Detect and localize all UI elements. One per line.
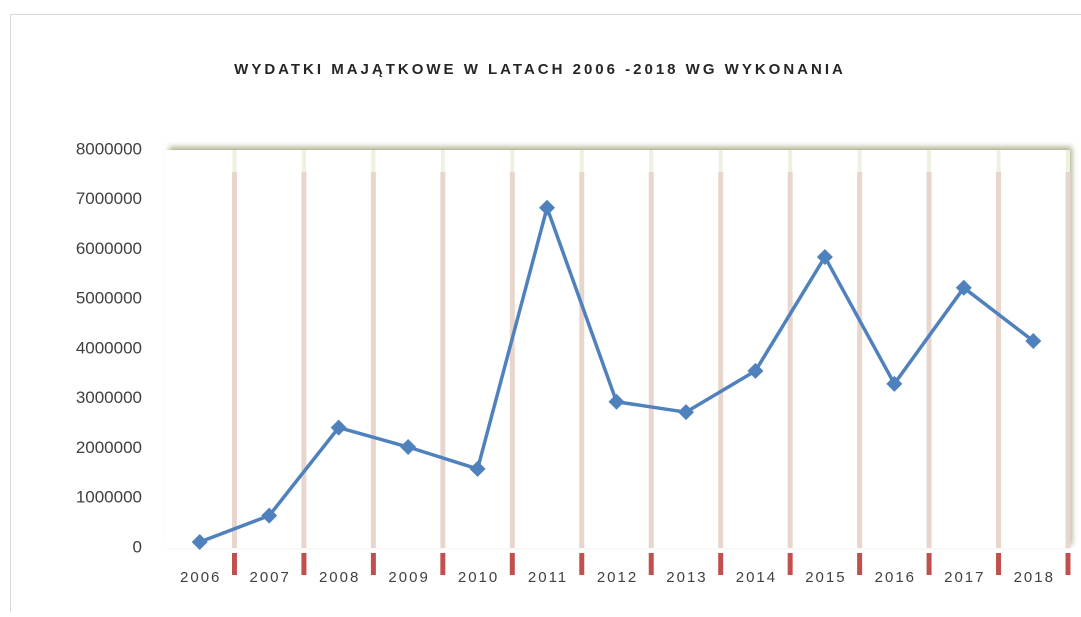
category-tick [927,553,932,575]
category-separator-top [927,150,931,172]
category-separator [1066,172,1071,548]
category-separator [788,172,793,548]
category-separator [579,172,584,548]
category-tick [788,553,793,575]
category-separator-top [302,150,306,172]
x-tick-label: 2015 [805,569,846,586]
y-tick-label: 0 [133,537,142,556]
category-tick [301,553,306,575]
x-tick-label: 2017 [944,569,985,586]
y-tick-label: 5000000 [76,289,142,308]
category-separator-top [1066,150,1070,172]
category-separator [371,172,376,548]
category-separator [440,172,445,548]
category-separator-top [649,150,653,172]
x-tick-label: 2014 [736,569,777,586]
category-separator [996,172,1001,548]
category-separator-top [441,150,445,172]
x-tick-label: 2006 [180,569,221,586]
category-separator [718,172,723,548]
category-tick [718,553,723,575]
category-separator-top [510,150,514,172]
category-tick [440,553,445,575]
category-separator [301,172,306,548]
category-separator-top [580,150,584,172]
y-tick-label: 2000000 [76,438,142,457]
category-separator-top [788,150,792,172]
category-separator-top [858,150,862,172]
category-tick [649,553,654,575]
category-separator-top [371,150,375,172]
category-tick [579,553,584,575]
y-tick-label: 3000000 [76,388,142,407]
y-tick-label: 4000000 [76,338,142,357]
category-tick [371,553,376,575]
x-tick-label: 2008 [319,569,360,586]
x-tick-label: 2009 [388,569,429,586]
category-tick [510,553,515,575]
category-separator [649,172,654,548]
x-tick-label: 2007 [250,569,291,586]
chart-title: WYDATKI MAJĄTKOWE W LATACH 2006 -2018 WG… [234,61,846,78]
y-tick-label: 6000000 [76,239,142,258]
y-tick-label: 1000000 [76,488,142,507]
plot-area [165,150,1068,548]
y-tick-label: 8000000 [76,139,142,158]
category-tick [996,553,1001,575]
category-tick [232,553,237,575]
category-separator [232,172,237,548]
category-separator [857,172,862,548]
x-tick-label: 2013 [666,569,707,586]
category-separator-top [997,150,1001,172]
x-tick-label: 2018 [1014,569,1055,586]
x-tick-label: 2011 [528,569,568,586]
category-tick [1066,553,1071,575]
x-tick-label: 2012 [597,569,638,586]
category-tick [857,553,862,575]
y-tick-label: 7000000 [76,189,142,208]
category-separator [927,172,932,548]
x-tick-label: 2016 [875,569,916,586]
category-separator-top [719,150,723,172]
x-tick-label: 2010 [458,569,499,586]
category-separator-top [232,150,236,172]
category-separator [510,172,515,548]
